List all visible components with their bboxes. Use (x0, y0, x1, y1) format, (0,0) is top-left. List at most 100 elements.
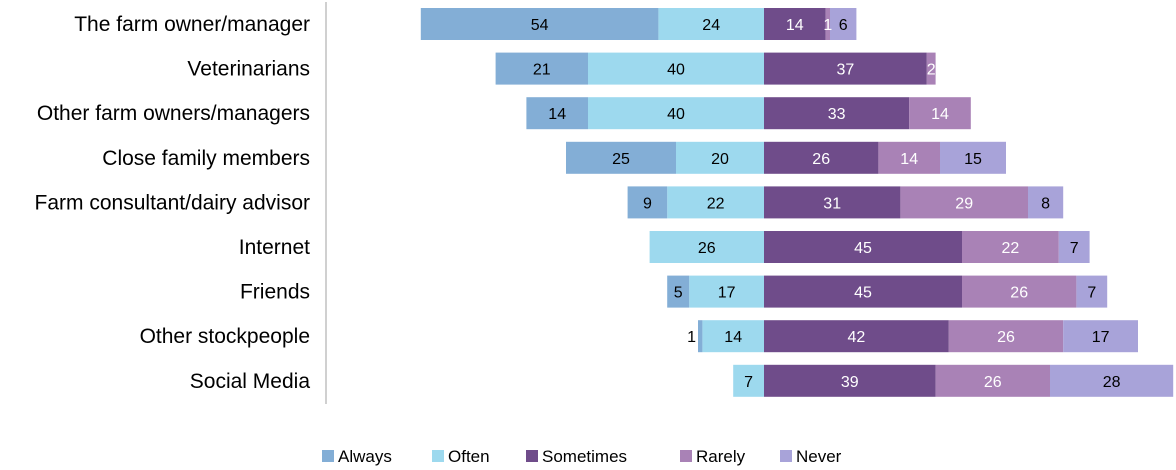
data-label: 31 (823, 195, 841, 212)
bar-often (588, 52, 764, 85)
bar-always (495, 52, 588, 85)
bar-rarely (926, 52, 936, 85)
legend-swatch (780, 450, 792, 462)
bar-sometimes (764, 52, 927, 85)
bar-sometimes (764, 97, 910, 130)
bar-rarely (900, 186, 1028, 219)
data-label: 17 (718, 285, 736, 302)
bar-never (1076, 275, 1108, 308)
bar-often (649, 231, 764, 263)
legend-label: Never (796, 447, 842, 466)
data-label: 40 (667, 106, 685, 123)
bar-row: 17 5 45 26 7 (667, 275, 1108, 308)
bar-never (940, 141, 1006, 174)
data-label: 29 (955, 195, 973, 212)
bar-always (667, 275, 690, 308)
bar-never (1058, 231, 1090, 263)
data-label: 1 (823, 17, 832, 34)
bar-row: 26 45 22 7 (649, 231, 1090, 263)
data-label: 40 (667, 62, 685, 79)
data-label: 42 (848, 329, 866, 346)
data-label: 39 (841, 374, 859, 391)
bar-often (702, 320, 764, 353)
bar-row: 40 14 33 14 (526, 97, 971, 130)
data-label: 7 (1070, 240, 1079, 257)
bar-never (830, 8, 857, 40)
bar-often (588, 97, 764, 130)
bar-always (526, 97, 588, 130)
bar-rarely (935, 364, 1050, 397)
data-label: 21 (533, 62, 551, 79)
legend-label: Always (338, 447, 392, 466)
bar-rarely (825, 8, 830, 40)
bar-row: 14 1 42 26 17 (687, 320, 1138, 353)
legend-item-never: Never (780, 447, 842, 466)
category-label: Other farm owners/managers (37, 102, 310, 125)
category-label: Close family members (102, 147, 310, 170)
legend-item-rarely: Rarely (680, 447, 746, 466)
legend: Always Often Sometimes Rarely Never (322, 447, 842, 466)
bar-often (667, 186, 764, 219)
data-label: 22 (707, 195, 725, 212)
category-label: Farm consultant/dairy advisor (35, 191, 310, 214)
data-label: 28 (1103, 374, 1121, 391)
data-label: 26 (997, 329, 1015, 346)
data-label: 45 (854, 285, 872, 302)
bar-sometimes (764, 8, 826, 40)
data-label: 33 (828, 106, 846, 123)
legend-label: Often (448, 447, 490, 466)
legend-item-sometimes: Sometimes (526, 447, 627, 466)
data-label: 26 (812, 151, 830, 168)
bar-row: 7 39 26 28 (733, 364, 1174, 397)
bar-row: 24 54 14 1 6 (420, 8, 857, 40)
legend-swatch (680, 450, 692, 462)
bar-never (1028, 186, 1064, 219)
category-labels: The farm owner/manager Veterinarians Other… (35, 13, 311, 393)
data-label: 20 (711, 151, 729, 168)
bar-always (420, 8, 659, 40)
bar-rarely (962, 275, 1077, 308)
category-label: Social Media (190, 370, 311, 393)
data-label: 14 (786, 17, 804, 34)
data-label: 14 (724, 329, 742, 346)
bar-never (1063, 320, 1138, 353)
data-label: 37 (837, 62, 855, 79)
data-label: 14 (931, 106, 949, 123)
data-label: 14 (548, 106, 566, 123)
bar-sometimes (764, 275, 962, 308)
category-label: Internet (239, 236, 310, 259)
bar-never (1050, 364, 1174, 397)
bar-often (689, 275, 764, 308)
data-label: 26 (698, 240, 716, 257)
data-label: 45 (854, 240, 872, 257)
data-label: 24 (702, 17, 720, 34)
data-label: 9 (643, 195, 652, 212)
bar-always (566, 141, 676, 174)
bar-row: 40 21 37 2 (495, 52, 936, 85)
bar-rarely (948, 320, 1064, 353)
data-label: 14 (900, 151, 918, 168)
bar-often (733, 364, 764, 397)
bar-often (658, 8, 764, 40)
data-label: 15 (964, 151, 982, 168)
data-label: 25 (612, 151, 630, 168)
data-label: 7 (744, 374, 753, 391)
bar-always (698, 320, 703, 353)
bar-sometimes (764, 320, 949, 353)
data-label: 26 (1010, 285, 1028, 302)
legend-swatch (432, 450, 444, 462)
data-label: 26 (984, 374, 1002, 391)
data-label: 5 (674, 285, 683, 302)
data-label: 1 (687, 329, 696, 346)
bar-sometimes (764, 186, 901, 219)
legend-label: Rarely (696, 447, 746, 466)
data-label: 7 (1087, 285, 1096, 302)
legend-swatch (322, 450, 334, 462)
category-label: The farm owner/manager (74, 13, 310, 36)
data-label: 54 (531, 17, 549, 34)
data-label: 6 (839, 17, 848, 34)
bar-sometimes (764, 141, 879, 174)
bar-rarely (909, 97, 971, 130)
